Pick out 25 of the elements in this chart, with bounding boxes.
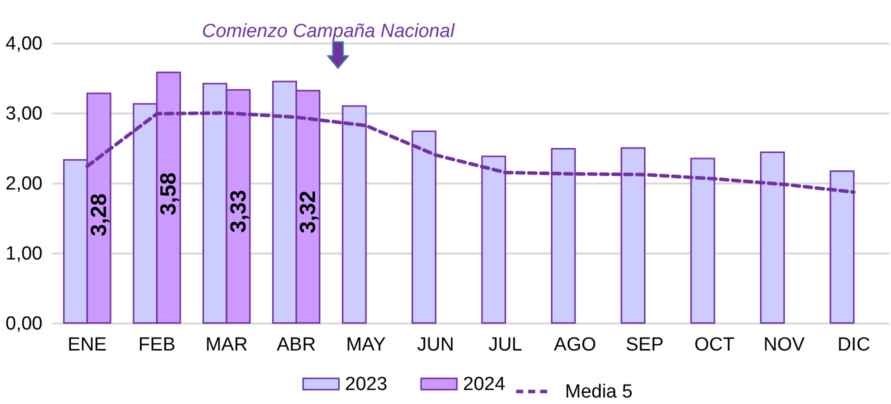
data-label: 3,32 [294, 190, 320, 234]
x-tick-label: FEB [138, 334, 176, 356]
data-label: 3,33 [225, 190, 250, 233]
legend-label: Media 5 [565, 382, 633, 402]
legend-label: 2023 [345, 374, 388, 395]
x-tick-label: SEP [626, 334, 664, 356]
y-tick-label: 1,00 [6, 244, 42, 264]
text: Comienzo Campaña Nacional [202, 21, 456, 42]
data-label: 3,28 [86, 193, 111, 236]
x-tick-label: OCT [694, 334, 735, 356]
x-tick-label: JUL [488, 334, 522, 356]
x-tick-label: AGO [554, 334, 596, 356]
x-tick-label: JUN [417, 334, 454, 356]
x-tick-label: DIC [837, 334, 870, 356]
x-tick-label: MAR [205, 334, 248, 356]
x-tick-label: ENE [68, 334, 107, 356]
y-tick-label: 0,00 [6, 314, 42, 334]
y-tick-label: 4,00 [6, 34, 42, 54]
y-tick-label: 3,00 [6, 104, 42, 124]
legend-label: 2024 [463, 374, 506, 395]
x-tick-label: ABR [276, 334, 316, 356]
x-tick-label: MAY [346, 334, 386, 356]
data-label: 3,58 [156, 172, 181, 216]
y-tick-label: 2,00 [6, 174, 42, 194]
x-tick-label: NOV [764, 334, 806, 356]
